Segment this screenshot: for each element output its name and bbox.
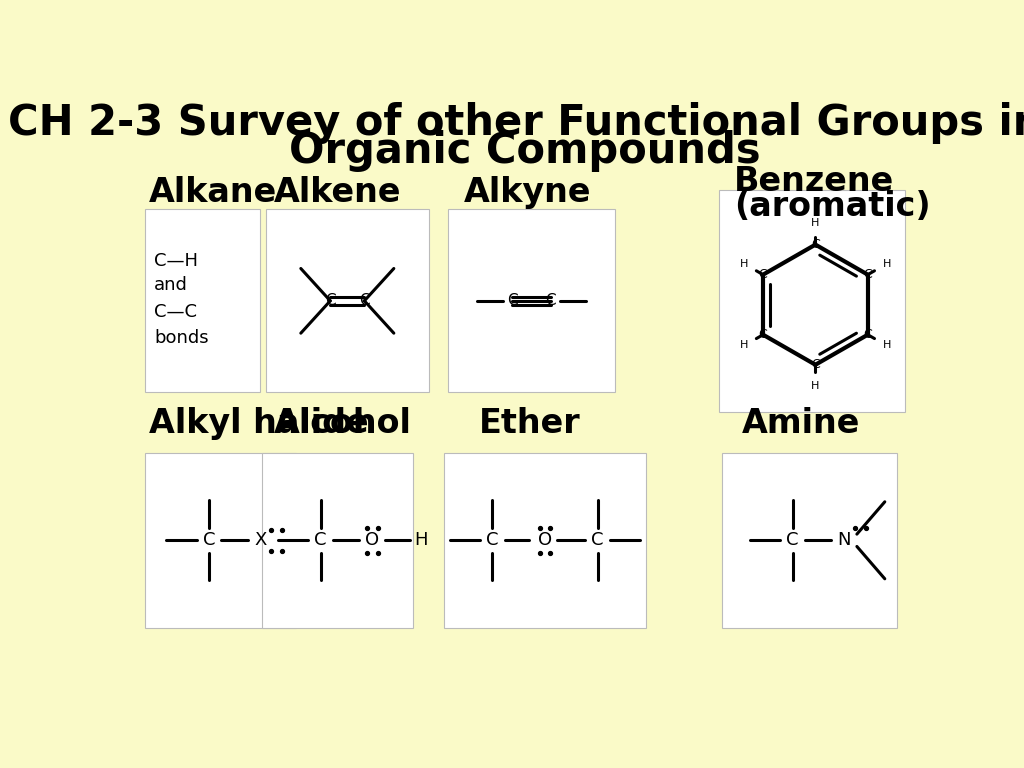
Text: H: H	[414, 531, 427, 549]
Text: Alkene: Alkene	[273, 176, 401, 209]
Text: Ether: Ether	[479, 407, 581, 440]
Text: C: C	[759, 328, 767, 341]
Bar	[262, 452, 414, 628]
Text: C: C	[863, 268, 872, 281]
Text: C: C	[863, 328, 872, 341]
Text: bonds: bonds	[155, 329, 209, 347]
Text: N: N	[838, 531, 851, 549]
Text: C: C	[486, 531, 499, 549]
Text: C: C	[507, 293, 517, 308]
Text: H: H	[740, 340, 749, 350]
Text: CH 2-3 Survey of other Functional Groups in: CH 2-3 Survey of other Functional Groups…	[7, 102, 1024, 144]
Text: O: O	[366, 531, 380, 549]
Text: Amine: Amine	[741, 407, 860, 440]
Text: X: X	[255, 531, 267, 549]
Text: Alkyl halide: Alkyl halide	[148, 407, 369, 440]
Text: C: C	[359, 293, 370, 308]
Bar	[444, 452, 646, 628]
Text: Alkane: Alkane	[148, 176, 278, 209]
Bar	[722, 452, 897, 628]
Bar	[449, 209, 614, 392]
Bar	[719, 190, 904, 412]
Text: H: H	[811, 381, 819, 392]
Text: H: H	[883, 259, 891, 269]
Text: C: C	[203, 531, 215, 549]
Text: Organic Compounds: Organic Compounds	[289, 130, 761, 172]
Text: and: and	[155, 276, 188, 294]
Text: C—C: C—C	[155, 303, 198, 320]
Text: C: C	[811, 358, 820, 371]
Text: C: C	[314, 531, 327, 549]
Text: Benzene: Benzene	[734, 165, 894, 198]
Text: C: C	[786, 531, 799, 549]
Bar	[145, 209, 260, 392]
Bar	[266, 209, 429, 392]
Text: Alcohol: Alcohol	[273, 407, 412, 440]
Text: H: H	[740, 259, 749, 269]
Text: C: C	[759, 268, 767, 281]
Text: C: C	[325, 293, 336, 308]
Text: (aromatic): (aromatic)	[734, 190, 931, 223]
Text: O: O	[538, 531, 552, 549]
Text: C: C	[592, 531, 604, 549]
Text: C—H: C—H	[155, 252, 199, 270]
Text: Alkyne: Alkyne	[464, 176, 591, 209]
Text: C: C	[811, 238, 820, 251]
Text: C: C	[546, 293, 556, 308]
Text: H: H	[883, 340, 891, 350]
Text: H: H	[811, 218, 819, 228]
Bar	[145, 452, 296, 628]
